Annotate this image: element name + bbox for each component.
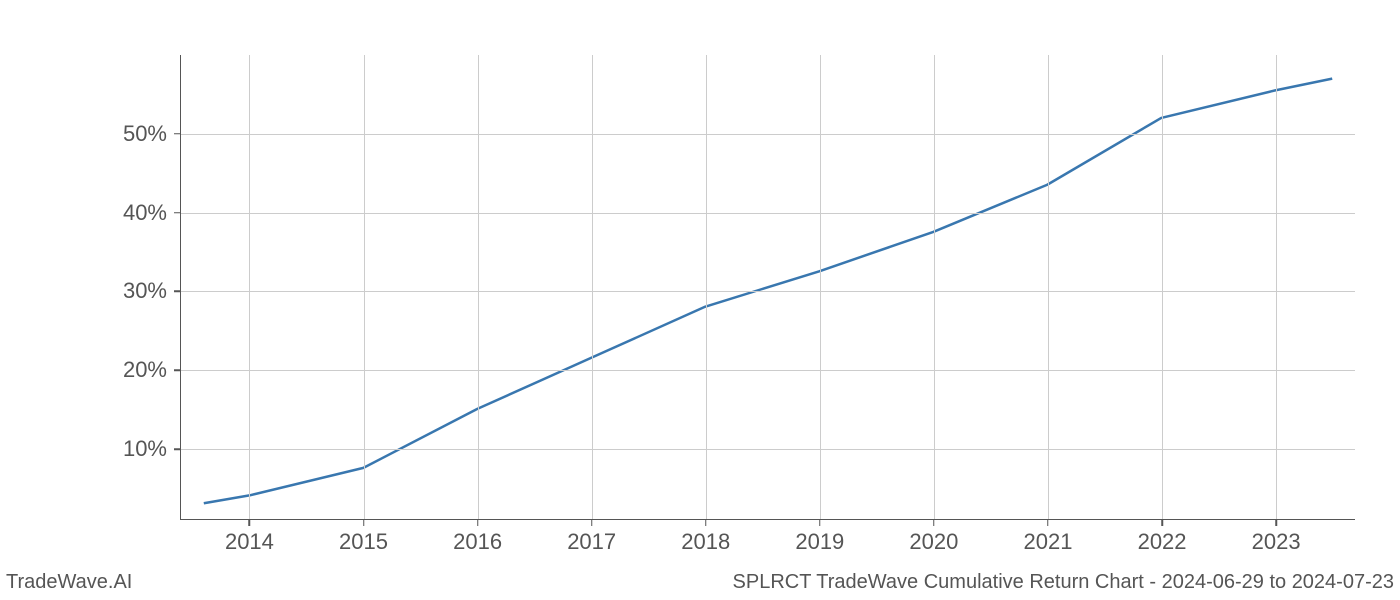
x-tick-label: 2018 [681, 529, 730, 555]
x-tick-label: 2022 [1138, 529, 1187, 555]
grid-line-horizontal [181, 213, 1355, 214]
y-tick-label: 20% [123, 357, 167, 383]
x-tick-mark [1275, 519, 1277, 526]
x-tick-label: 2014 [225, 529, 274, 555]
x-tick-mark [249, 519, 251, 526]
y-tick-label: 30% [123, 278, 167, 304]
x-tick-mark [933, 519, 935, 526]
y-tick-label: 40% [123, 200, 167, 226]
x-tick-mark [591, 519, 593, 526]
x-tick-label: 2021 [1024, 529, 1073, 555]
x-tick-label: 2016 [453, 529, 502, 555]
x-tick-mark [705, 519, 707, 526]
y-tick-mark [174, 133, 181, 135]
x-tick-label: 2015 [339, 529, 388, 555]
grid-line-horizontal [181, 134, 1355, 135]
grid-line-horizontal [181, 370, 1355, 371]
y-tick-mark [174, 370, 181, 372]
y-tick-label: 10% [123, 436, 167, 462]
plot-frame: 2014201520162017201820192020202120222023… [180, 55, 1355, 520]
footer-right-text: SPLRCT TradeWave Cumulative Return Chart… [733, 571, 1394, 594]
y-tick-mark [174, 291, 181, 293]
y-tick-mark [174, 212, 181, 214]
x-tick-label: 2023 [1252, 529, 1301, 555]
x-tick-mark [819, 519, 821, 526]
grid-line-horizontal [181, 449, 1355, 450]
chart-plot-area: 2014201520162017201820192020202120222023… [180, 55, 1355, 520]
x-tick-label: 2017 [567, 529, 616, 555]
y-tick-mark [174, 448, 181, 450]
x-tick-label: 2019 [795, 529, 844, 555]
x-tick-label: 2020 [909, 529, 958, 555]
x-tick-mark [1161, 519, 1163, 526]
y-tick-label: 50% [123, 121, 167, 147]
x-tick-mark [1047, 519, 1049, 526]
x-tick-mark [477, 519, 479, 526]
grid-line-horizontal [181, 291, 1355, 292]
x-tick-mark [363, 519, 365, 526]
footer-left-text: TradeWave.AI [6, 571, 132, 594]
